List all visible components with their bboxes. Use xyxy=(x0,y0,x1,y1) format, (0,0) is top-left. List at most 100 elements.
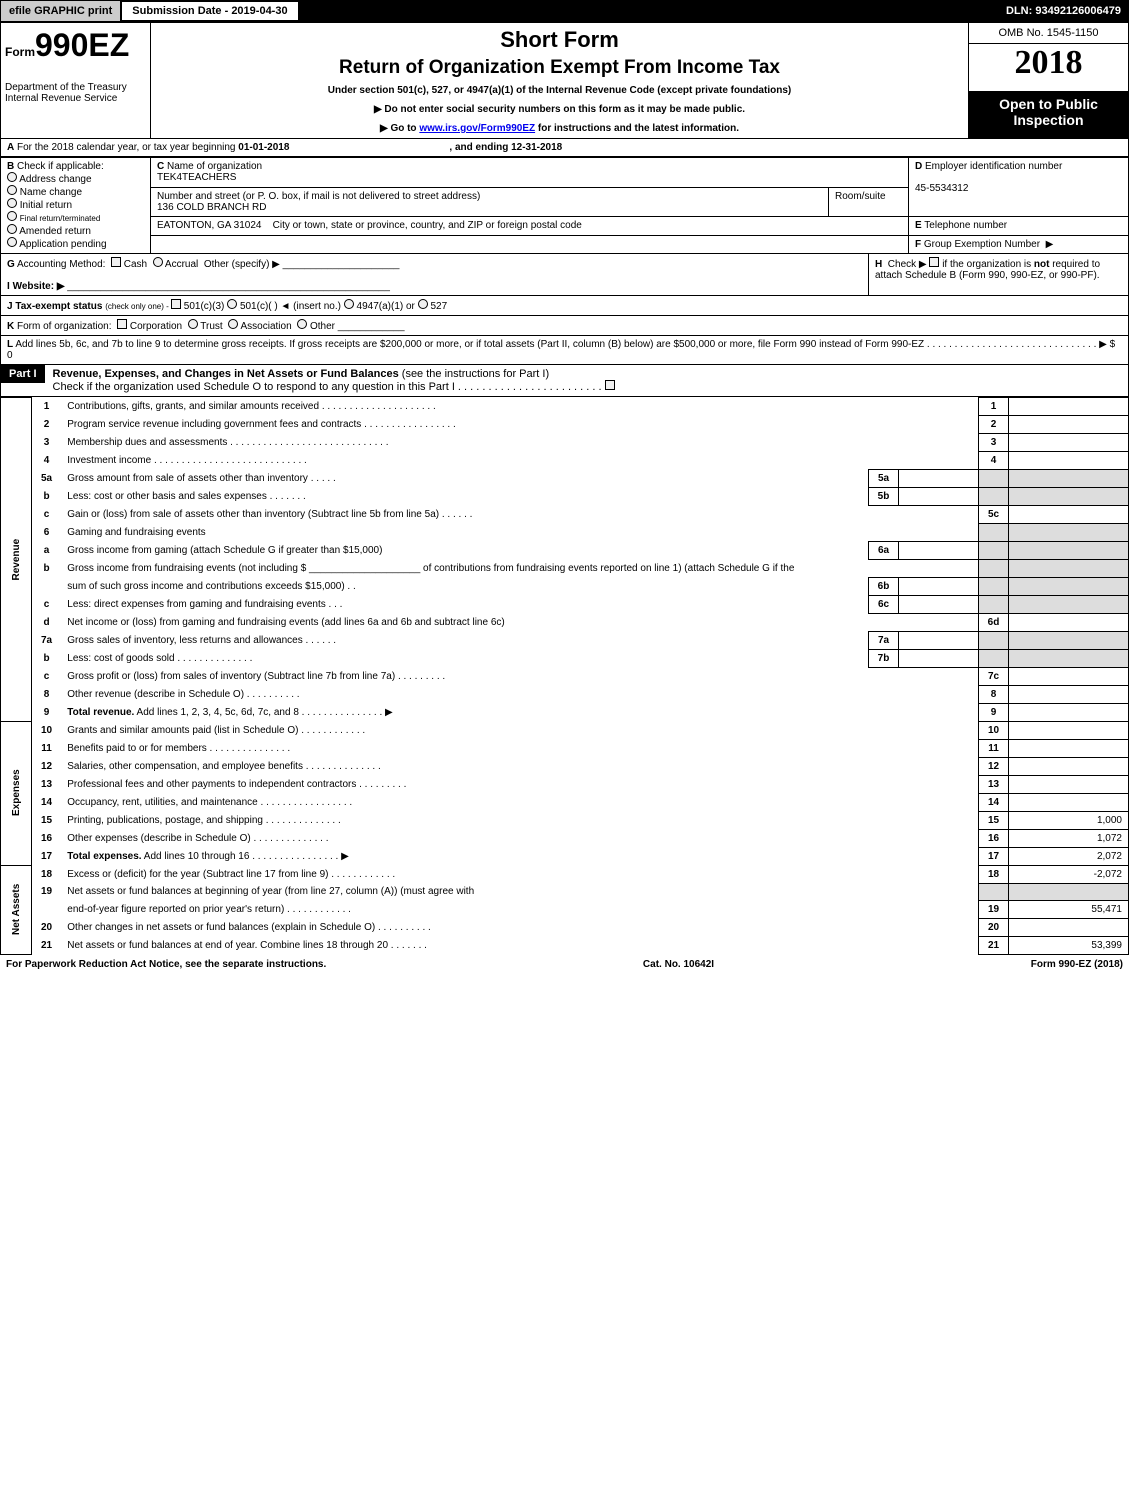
chk-name-change[interactable] xyxy=(7,185,17,195)
line-ref: 10 xyxy=(979,721,1009,739)
line-amount: 1,000 xyxy=(1009,811,1129,829)
line-row: end-of-year figure reported on prior yea… xyxy=(1,900,1129,918)
efile-print-button[interactable]: efile GRAPHIC print xyxy=(0,0,121,22)
line-amount xyxy=(1009,613,1129,631)
line-desc: Excess or (deficit) for the year (Subtra… xyxy=(61,865,978,883)
line-row: 3Membership dues and assessments . . . .… xyxy=(1,434,1129,452)
line-ref: 16 xyxy=(979,829,1009,847)
line-number: c xyxy=(31,595,61,613)
line-ref: 13 xyxy=(979,775,1009,793)
line-number: 10 xyxy=(31,721,61,739)
line-desc: Gross amount from sale of assets other t… xyxy=(61,470,868,488)
line-row: 12Salaries, other compensation, and empl… xyxy=(1,757,1129,775)
chk-corporation[interactable] xyxy=(117,319,127,329)
line-row: dNet income or (loss) from gaming and fu… xyxy=(1,613,1129,631)
chk-527[interactable] xyxy=(418,299,428,309)
line-ref: 15 xyxy=(979,811,1009,829)
irs: Internal Revenue Service xyxy=(5,93,146,104)
chk-application-pending[interactable] xyxy=(7,237,17,247)
shaded-cell xyxy=(1009,524,1129,542)
chk-501c3[interactable] xyxy=(171,299,181,309)
chk-accrual[interactable] xyxy=(153,257,163,267)
shaded-cell xyxy=(1009,649,1129,667)
line-number: 8 xyxy=(31,685,61,703)
line-row: Net Assets18Excess or (deficit) for the … xyxy=(1,865,1129,883)
sub-amt xyxy=(899,631,979,649)
chk-501c[interactable] xyxy=(227,299,237,309)
line-row: Revenue1Contributions, gifts, grants, an… xyxy=(1,398,1129,416)
chk-initial-return[interactable] xyxy=(7,198,17,208)
irs-link[interactable]: www.irs.gov/Form990EZ xyxy=(419,123,535,134)
row-g-h: G Accounting Method: Cash Accrual Other … xyxy=(0,254,1129,296)
line-desc: Gaming and fundraising events xyxy=(61,524,978,542)
line-number: b xyxy=(31,488,61,506)
line-number: 11 xyxy=(31,739,61,757)
line-amount xyxy=(1009,793,1129,811)
chk-other-org[interactable] xyxy=(297,319,307,329)
line-number: b xyxy=(31,559,61,577)
line-desc: Contributions, gifts, grants, and simila… xyxy=(61,398,978,416)
sub-amt xyxy=(899,470,979,488)
ein: 45-5534312 xyxy=(915,183,968,194)
org-name: TEK4TEACHERS xyxy=(157,172,236,183)
line-ref: 7c xyxy=(979,667,1009,685)
line-desc: Occupancy, rent, utilities, and maintena… xyxy=(61,793,978,811)
chk-cash[interactable] xyxy=(111,257,121,267)
line-number: 19 xyxy=(31,883,61,900)
sub-amt xyxy=(899,541,979,559)
line-number xyxy=(31,577,61,595)
shaded-cell xyxy=(1009,470,1129,488)
footer: For Paperwork Reduction Act Notice, see … xyxy=(0,955,1129,974)
chk-trust[interactable] xyxy=(188,319,198,329)
line-row: bGross income from fundraising events (n… xyxy=(1,559,1129,577)
open-public-badge: Open to Public Inspection xyxy=(969,91,1129,138)
chk-final-return[interactable] xyxy=(7,211,17,221)
line-number: 6 xyxy=(31,524,61,542)
city-state-zip: EATONTON, GA 31024 xyxy=(157,220,262,231)
line-ref: 4 xyxy=(979,452,1009,470)
chk-4947[interactable] xyxy=(344,299,354,309)
line-desc: Program service revenue including govern… xyxy=(61,416,978,434)
cat-no: Cat. No. 10642I xyxy=(643,959,714,970)
line-amount xyxy=(1009,434,1129,452)
chk-schedule-o[interactable] xyxy=(605,380,615,390)
shaded-cell xyxy=(1009,559,1129,577)
line-amount: 1,072 xyxy=(1009,829,1129,847)
line-desc: Less: cost of goods sold . . . . . . . .… xyxy=(61,649,868,667)
shaded-cell xyxy=(979,559,1009,577)
line-row: 14Occupancy, rent, utilities, and mainte… xyxy=(1,793,1129,811)
line-amount xyxy=(1009,685,1129,703)
omb-number: OMB No. 1545-1150 xyxy=(969,23,1128,44)
line-ref: 5c xyxy=(979,506,1009,524)
line-desc: Other expenses (describe in Schedule O) … xyxy=(61,829,978,847)
line-number: 13 xyxy=(31,775,61,793)
dln: DLN: 93492126006479 xyxy=(998,2,1129,20)
top-bar: efile GRAPHIC print Submission Date - 20… xyxy=(0,0,1129,22)
chk-schedule-b[interactable] xyxy=(929,257,939,267)
line-desc: Printing, publications, postage, and shi… xyxy=(61,811,978,829)
line-amount: 53,399 xyxy=(1009,936,1129,954)
line-desc: Benefits paid to or for members . . . . … xyxy=(61,739,978,757)
form-header: Form990EZ Department of the Treasury Int… xyxy=(0,22,1129,139)
short-form-title: Short Form xyxy=(155,27,964,53)
line-desc: Net assets or fund balances at beginning… xyxy=(61,883,978,900)
line-number: 9 xyxy=(31,703,61,721)
chk-address-change[interactable] xyxy=(7,172,17,182)
section-revenue: Revenue xyxy=(1,398,32,722)
chk-amended[interactable] xyxy=(7,224,17,234)
line-amount xyxy=(1009,416,1129,434)
sub-ref: 5b xyxy=(869,488,899,506)
shaded-cell xyxy=(1009,631,1129,649)
line-ref: 14 xyxy=(979,793,1009,811)
line-desc: Gross profit or (loss) from sales of inv… xyxy=(61,667,978,685)
line-amount xyxy=(1009,775,1129,793)
line-desc: Less: cost or other basis and sales expe… xyxy=(61,488,868,506)
sub-amt xyxy=(899,649,979,667)
row-l: L Add lines 5b, 6c, and 7b to line 9 to … xyxy=(0,336,1129,365)
chk-association[interactable] xyxy=(228,319,238,329)
line-row: Expenses10Grants and similar amounts pai… xyxy=(1,721,1129,739)
part-1-header: Part I Revenue, Expenses, and Changes in… xyxy=(0,365,1129,397)
sub-ref: 7b xyxy=(869,649,899,667)
line-number: 1 xyxy=(31,398,61,416)
sub-ref: 6b xyxy=(869,577,899,595)
